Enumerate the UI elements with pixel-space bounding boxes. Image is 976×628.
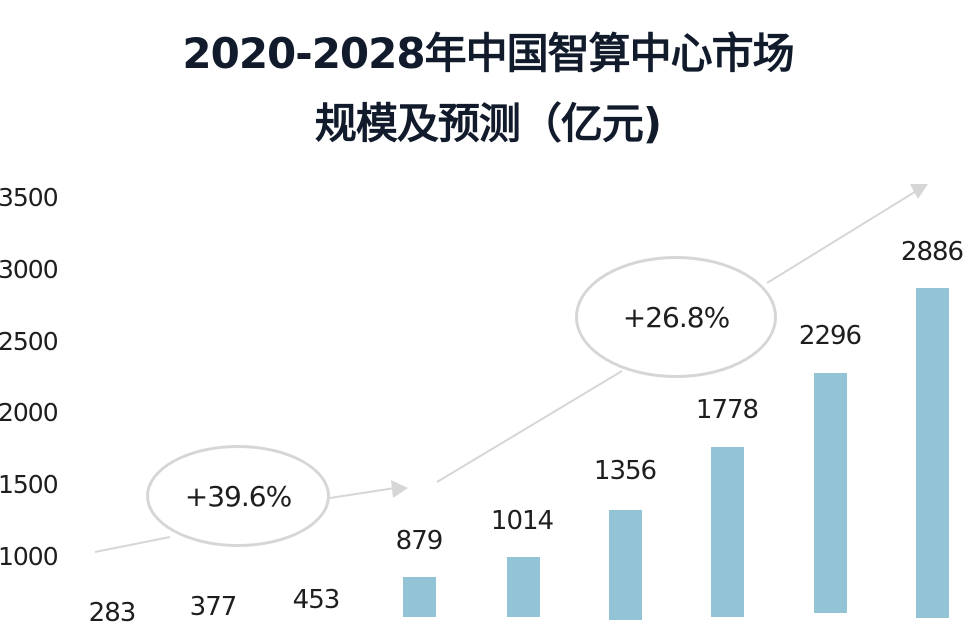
bar-label-2028: 2886 [900, 237, 964, 267]
arrow-1-head-icon [391, 480, 408, 498]
bar-2024 [507, 557, 540, 617]
bar-label-2023: 879 [395, 526, 444, 556]
arrow-2-tail [436, 370, 623, 483]
y-tick-2500: 2500 [0, 327, 59, 356]
bar-2028 [916, 288, 949, 618]
y-tick-3000: 3000 [0, 255, 59, 284]
y-tick-3500: 3500 [0, 183, 59, 212]
bar-2025 [609, 510, 642, 620]
bar-label-2027: 2296 [798, 321, 862, 351]
bar-2027 [814, 373, 847, 613]
bar-label-2026: 1778 [695, 395, 759, 425]
cagr-label-1: +39.6% [184, 479, 292, 513]
y-tick-1000: 1000 [0, 542, 59, 571]
y-tick-2000: 2000 [0, 398, 59, 427]
arrow-1-tail [94, 536, 171, 553]
arrow-1-head-line [329, 487, 396, 499]
chart-title-line-1: 2020-2028年中国智算中心市场 [182, 29, 794, 78]
bar-label-2024: 1014 [490, 506, 554, 536]
chart-title-line-2: 规模及预测（亿元) [314, 99, 662, 148]
growth-arrows [94, 184, 928, 553]
cagr-label-2: +26.8% [622, 300, 730, 334]
bar-2026 [711, 447, 744, 617]
bar-label-2021: 377 [189, 592, 238, 622]
bar-label-2025: 1356 [593, 456, 657, 486]
bar-2023 [403, 577, 436, 617]
bar-label-2022: 453 [292, 585, 341, 615]
y-tick-1500: 1500 [0, 470, 59, 499]
arrow-2-head-icon [910, 184, 928, 199]
arrow-2-head-line [766, 189, 919, 284]
cagr-ellipse-2: +26.8% [575, 256, 777, 378]
cagr-ellipse-1: +39.6% [146, 445, 330, 547]
